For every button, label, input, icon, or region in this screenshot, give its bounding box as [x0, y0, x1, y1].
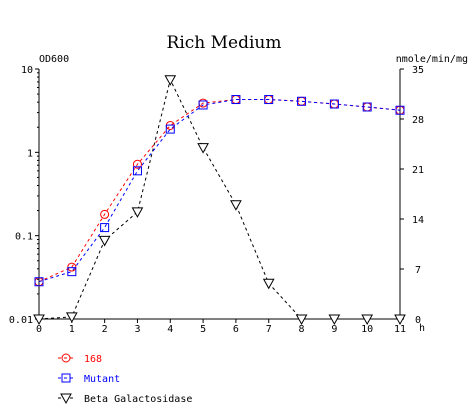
- data-point: [34, 277, 44, 287]
- right-tick-label: 7: [415, 265, 421, 276]
- data-point: [100, 223, 110, 233]
- data-point: [295, 314, 308, 326]
- data-point: [264, 95, 274, 105]
- left-tick-label: 10: [21, 65, 33, 76]
- series-line-beta-galactosidase: [38, 78, 400, 320]
- right-tick-label: 0: [415, 315, 421, 326]
- x-tick-label: 11: [394, 324, 406, 335]
- x-tick-label: 1: [69, 324, 75, 335]
- series-line-mutant: [38, 99, 401, 283]
- x-tick-label: 9: [331, 324, 337, 335]
- data-point: [230, 200, 242, 211]
- legend-marker: [61, 373, 71, 383]
- right-axis-label: nmole/min/mg: [396, 54, 468, 65]
- series-line-168: [38, 99, 401, 283]
- data-point: [165, 124, 175, 134]
- data-point: [197, 143, 209, 154]
- data-point: [262, 278, 275, 290]
- x-unit-label: h: [419, 323, 425, 334]
- x-tick-label: 10: [361, 324, 373, 335]
- data-point: [131, 207, 144, 218]
- left-tick-label: 0.1: [15, 232, 33, 243]
- data-point: [198, 100, 208, 110]
- data-point: [361, 314, 374, 326]
- x-tick-label: 0: [36, 324, 42, 335]
- right-tick-label: 14: [412, 215, 424, 226]
- data-point: [67, 262, 77, 272]
- data-point: [67, 267, 77, 277]
- right-tick-label: 35: [412, 65, 424, 76]
- legend-label: Mutant: [84, 374, 120, 385]
- legend-label: Beta Galactosidase: [84, 394, 192, 405]
- chart-title: Rich Medium: [167, 33, 282, 53]
- data-point: [362, 102, 372, 112]
- data-point: [395, 105, 405, 115]
- x-tick-label: 8: [299, 324, 305, 335]
- left-axis-label: OD600: [39, 54, 69, 65]
- legend-marker: [61, 353, 71, 363]
- data-point: [65, 312, 78, 323]
- right-tick-label: 21: [412, 165, 424, 176]
- data-point: [132, 159, 142, 169]
- left-tick-label: 1: [27, 148, 33, 159]
- legend-marker: [60, 393, 72, 405]
- data-point: [33, 314, 45, 326]
- data-point: [132, 166, 142, 176]
- x-tick-label: 3: [134, 324, 140, 335]
- x-tick-label: 6: [233, 324, 239, 335]
- data-point: [328, 314, 341, 326]
- right-tick-label: 28: [412, 115, 424, 126]
- data-point: [164, 75, 177, 86]
- x-tick-label: 4: [167, 324, 173, 335]
- x-tick-label: 7: [266, 324, 272, 335]
- data-point: [231, 95, 241, 105]
- left-tick-label: 0.01: [9, 315, 33, 326]
- x-tick-label: 2: [102, 324, 108, 335]
- data-point: [100, 209, 110, 219]
- data-point: [98, 235, 111, 247]
- data-point: [394, 314, 406, 326]
- data-point: [297, 96, 307, 106]
- x-tick-label: 5: [200, 324, 206, 335]
- data-point: [329, 99, 339, 109]
- legend-label: 168: [84, 354, 102, 365]
